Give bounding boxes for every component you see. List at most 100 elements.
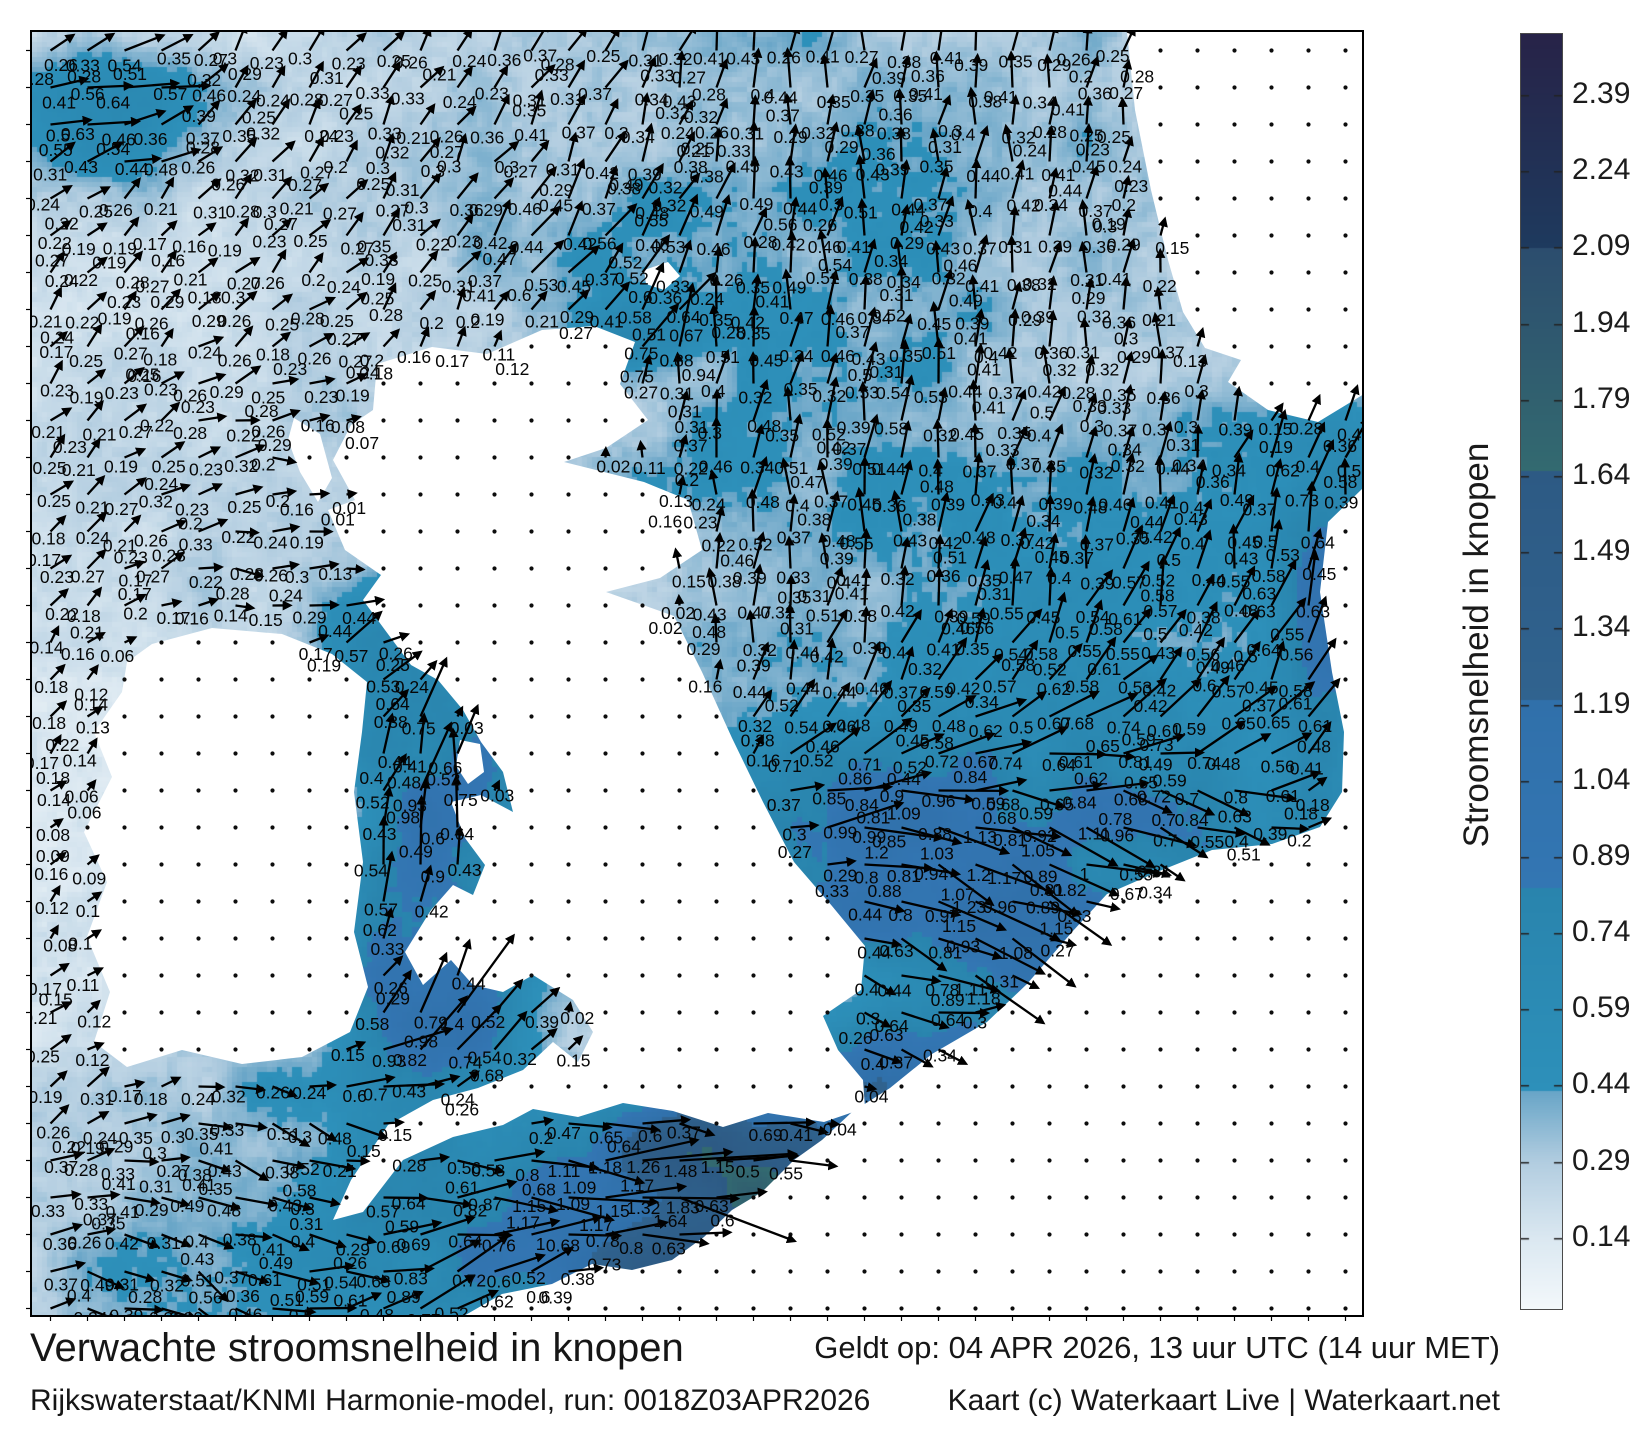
current-value-label: 0.31 (730, 124, 764, 144)
current-arrow (197, 1270, 229, 1303)
current-value-label: 0.63 (61, 124, 95, 144)
land-grid-dot (788, 1306, 793, 1311)
current-value-label: 0.3 (1093, 217, 1117, 237)
current-arrow (420, 1196, 473, 1209)
land-grid-dot (1195, 1010, 1200, 1015)
land-grid-dot (1158, 122, 1163, 127)
current-value-label: 0.52 (426, 770, 460, 790)
land-grid-dot (1343, 566, 1348, 571)
current-value-label: 0.44 (891, 199, 925, 219)
current-value-label: 0.16 (126, 324, 160, 344)
current-arrow (419, 656, 448, 717)
current-arrow (974, 559, 991, 606)
current-value-label: 0.49 (772, 277, 806, 297)
current-value-label: 0.52 (608, 253, 642, 273)
current-arrow (49, 286, 62, 311)
current-arrow (530, 986, 561, 1014)
credit-line: Kaart (c) Waterkaart Live | Waterkaart.n… (947, 1384, 1500, 1417)
current-arrow (382, 850, 396, 902)
current-arrow (1307, 637, 1337, 681)
current-value-label: 0.29 (210, 382, 244, 402)
current-value-label: 0.63 (869, 1025, 903, 1045)
current-value-label: 0.38 (841, 120, 875, 140)
current-value-label: 0.64 (392, 1194, 426, 1214)
current-value-label: 0.51 (632, 325, 666, 345)
current-value-label: 0.37 (578, 84, 612, 104)
current-value-label: 0.26 (211, 175, 245, 195)
current-arrow (1048, 423, 1064, 458)
current-value-label: 0.39 (737, 656, 771, 676)
current-value-label: 0.55 (634, 211, 668, 231)
current-arrow (752, 531, 766, 569)
current-arrow (749, 94, 760, 125)
current-value-label: 0.53 (1337, 461, 1371, 481)
current-value-label: 0.49 (949, 290, 983, 310)
current-value-label: 0.58 (874, 418, 908, 438)
current-value-label: 0.24 (253, 533, 287, 553)
current-arrow (49, 141, 76, 163)
current-arrow (715, 162, 736, 200)
current-value-label: 0.58 (1065, 676, 1099, 696)
land-grid-dot (418, 640, 423, 645)
colorbar-axis-label: Stroomsnelheid in knopen (1457, 442, 1496, 848)
current-value-label: 0.43 (726, 49, 760, 69)
current-value-label: 0.49 (609, 175, 643, 195)
land-grid-dot (1047, 1195, 1052, 1200)
current-value-label: 0.3 (1184, 381, 1208, 401)
current-value-label: 0.17 (118, 584, 152, 604)
land-grid-dot (1343, 1121, 1348, 1126)
current-value-label: 0.36 (1078, 84, 1112, 104)
current-arrow (49, 851, 67, 866)
current-value-label: 0.37 (879, 1053, 913, 1073)
current-value-label: 0.37 (913, 195, 947, 215)
land-grid-dot (1269, 1084, 1274, 1089)
current-arrow (1009, 556, 1020, 606)
current-value-label: 0.36 (487, 50, 521, 70)
current-arrow (308, 98, 321, 125)
current-arrow (235, 527, 260, 538)
current-arrow (1048, 167, 1060, 199)
current-arrow (1078, 198, 1089, 236)
current-value-label: 0.56 (71, 84, 105, 104)
current-value-label: 0.26 (173, 385, 207, 405)
current-arrow (456, 938, 472, 976)
current-arrow (1196, 353, 1208, 384)
land-grid-dot (1195, 196, 1200, 201)
land-grid-dot (159, 973, 164, 978)
current-value-label: 0.31 (998, 237, 1032, 257)
current-arrow (49, 818, 64, 829)
current-arrow (678, 130, 695, 163)
land-grid-dot (122, 899, 127, 904)
land-grid-dot (1121, 1269, 1126, 1274)
current-arrow (752, 641, 770, 680)
current-value-label: 0.33 (31, 1201, 65, 1221)
current-arrow (198, 1121, 234, 1132)
current-value-label: 0.19 (92, 253, 126, 273)
current-arrow (1271, 770, 1322, 792)
current-arrow (860, 274, 871, 310)
land-grid-dot (1121, 1306, 1126, 1311)
current-value-label: 0.9 (421, 867, 445, 887)
land-grid-dot (529, 529, 534, 534)
land-grid-dot (1195, 1084, 1200, 1089)
current-value-label: 0.46 (821, 346, 855, 366)
land-grid-dot (566, 418, 571, 423)
current-arrow (901, 733, 945, 755)
current-arrow (197, 291, 222, 311)
land-grid-dot (529, 936, 534, 941)
current-value-label: 1.15 (942, 916, 976, 936)
current-arrow (705, 567, 718, 606)
current-value-label: 0.21 (323, 1161, 357, 1181)
current-arrow (161, 598, 183, 609)
current-arrow (1011, 863, 1080, 917)
current-value-label: 0.41 (779, 1125, 813, 1145)
land-grid-dot (566, 1084, 571, 1089)
current-arrow (419, 1239, 482, 1273)
land-grid-dot (196, 788, 201, 793)
current-arrow (968, 379, 979, 421)
current-arrow (271, 32, 288, 52)
land-grid-dot (1306, 862, 1311, 867)
current-value-label: 0.38 (843, 606, 877, 626)
land-grid-dot (233, 1047, 238, 1052)
current-value-label: 0.28 (291, 308, 325, 328)
